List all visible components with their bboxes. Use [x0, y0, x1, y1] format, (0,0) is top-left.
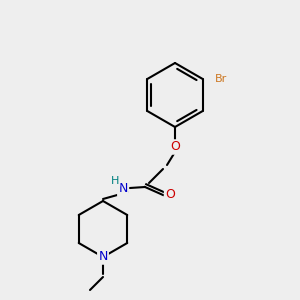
Text: O: O — [170, 140, 180, 154]
Text: N: N — [118, 182, 128, 196]
Text: Br: Br — [215, 74, 227, 84]
Text: O: O — [165, 188, 175, 202]
Text: N: N — [98, 250, 108, 263]
Text: H: H — [111, 176, 119, 186]
